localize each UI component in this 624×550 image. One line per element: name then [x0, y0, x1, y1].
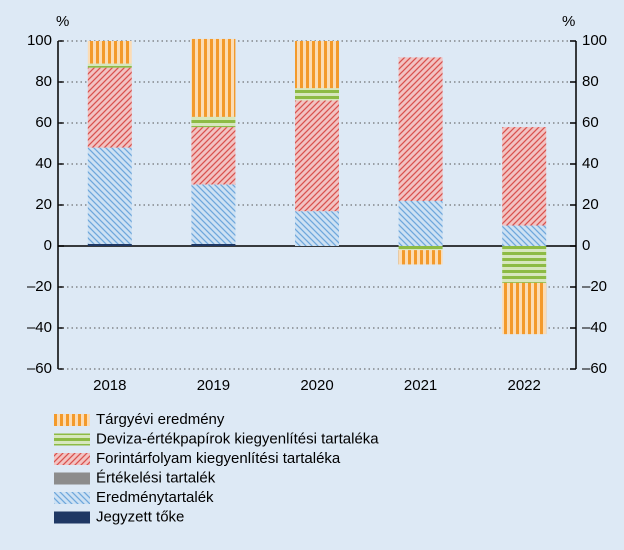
bar-segment: [295, 88, 339, 101]
legend-swatch: [54, 472, 90, 485]
y-tick-label: 20: [35, 196, 52, 213]
y-unit: %: [56, 13, 69, 30]
legend-swatch: [54, 492, 90, 504]
bar-segment: [87, 41, 132, 64]
legend-swatch: [54, 414, 90, 426]
legend-swatch: [54, 433, 90, 446]
bar-segment: [295, 41, 339, 89]
bar-segment: [87, 243, 132, 246]
x-tick-label: 2019: [197, 377, 230, 394]
bar-segment: [502, 225, 547, 246]
y-tick-label: 60: [35, 114, 52, 131]
bar-segment: [191, 243, 236, 246]
x-tick-label: 2020: [300, 377, 333, 394]
y-tick-label: 80: [35, 73, 52, 90]
y-tick-label: 40: [35, 155, 52, 172]
bar-segment: [502, 246, 547, 283]
y-tick-label: –40: [27, 319, 52, 336]
legend-swatch: [54, 453, 90, 465]
x-tick-label: 2022: [508, 377, 541, 394]
y2-tick-label: 0: [582, 237, 590, 254]
bar-segment: [191, 127, 236, 185]
y2-tick-label: 100: [582, 32, 607, 49]
bar-segment: [502, 127, 547, 226]
bar-segment: [295, 211, 339, 246]
y2-tick-label: 80: [582, 73, 599, 90]
legend-label: Értékelési tartalék: [96, 469, 216, 486]
y2-tick-label: –20: [582, 278, 607, 295]
y2-tick-label: 20: [582, 196, 599, 213]
y-tick-label: –60: [27, 360, 52, 377]
bar-segment: [87, 147, 132, 244]
bar-segment: [87, 67, 132, 148]
bar-segment: [398, 250, 443, 265]
y2-tick-label: 40: [582, 155, 599, 172]
x-tick-label: 2021: [404, 377, 437, 394]
bar-segment: [191, 38, 236, 117]
bar-segment: [87, 63, 132, 68]
y2-unit: %: [562, 13, 575, 30]
y2-tick-label: –40: [582, 319, 607, 336]
bar-segment: [295, 100, 339, 212]
legend-label: Jegyzett tőke: [96, 508, 184, 525]
bar-segment: [398, 246, 443, 251]
legend-label: Tárgyévi eredmény: [96, 411, 225, 428]
y-tick-label: 100: [27, 32, 52, 49]
bar-segment: [398, 200, 443, 246]
legend-label: Forintárfolyam kiegyenlítési tartaléka: [96, 450, 341, 467]
legend-label: Eredménytartalék: [96, 489, 214, 506]
legend-swatch: [54, 511, 90, 524]
bar-segment: [191, 116, 236, 128]
legend-label: Deviza-értékpapírok kiegyenlítési tartal…: [96, 430, 379, 447]
bar-segment: [502, 282, 547, 335]
y2-tick-label: 60: [582, 114, 599, 131]
y-tick-label: 0: [44, 237, 52, 254]
x-tick-label: 2018: [93, 377, 126, 394]
y-tick-label: –20: [27, 278, 52, 295]
bar-segment: [191, 184, 236, 244]
bar-segment: [398, 57, 443, 201]
y2-tick-label: –60: [582, 360, 607, 377]
